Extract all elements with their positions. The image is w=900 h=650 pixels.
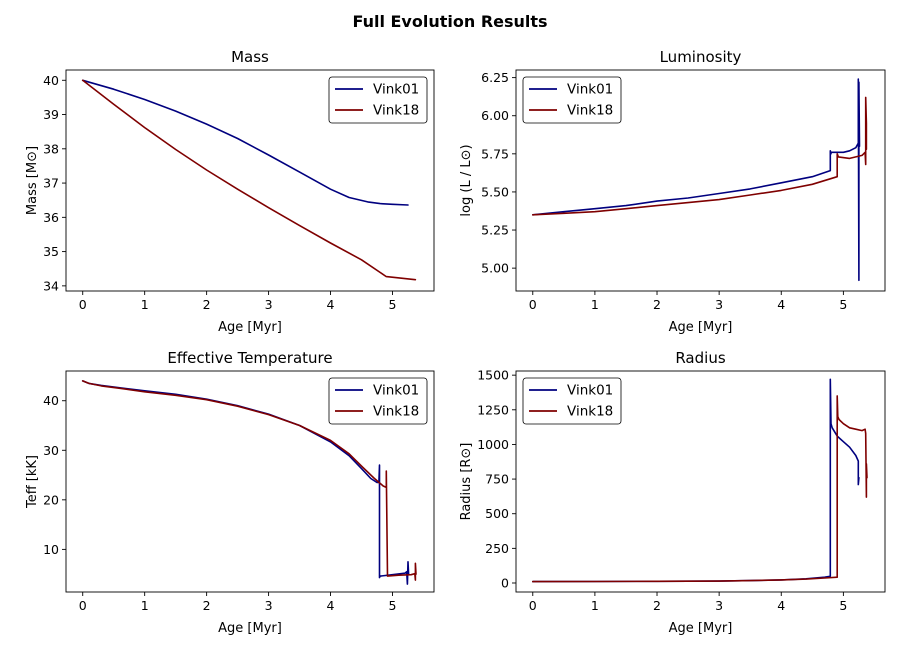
- x-tick-label: 0: [79, 297, 87, 312]
- x-tick-label: 4: [777, 297, 785, 312]
- x-axis-label: Age [Myr]: [669, 320, 733, 335]
- legend-label-vink18: Vink18: [567, 404, 613, 420]
- series-line-vink01: [531, 78, 861, 282]
- axes-frame: [65, 69, 435, 292]
- legend: Vink01 Vink18: [522, 377, 622, 425]
- axes-frame: [515, 69, 886, 292]
- plot-area: [531, 378, 868, 583]
- x-tick-label: 5: [839, 297, 847, 312]
- y-tick-label: 10: [43, 542, 59, 557]
- series-line-vink18: [81, 380, 417, 581]
- x-tick-label: 4: [327, 598, 335, 613]
- x-tick-label: 1: [141, 598, 149, 613]
- series-line-vink01: [81, 79, 409, 206]
- legend-label-vink18: Vink18: [567, 103, 613, 119]
- x-tick-label: 0: [79, 598, 87, 613]
- y-tick-label: 39: [43, 107, 59, 122]
- y-tick-label: 5.50: [481, 184, 509, 199]
- panel-title: Radius: [675, 349, 725, 367]
- x-tick-label: 2: [653, 297, 661, 312]
- x-tick-label: 3: [715, 297, 723, 312]
- y-tick-label: 750: [485, 472, 509, 487]
- legend-label-vink01: Vink01: [567, 82, 613, 98]
- y-axis-label: Teff [kK]: [25, 455, 40, 509]
- x-tick-label: 1: [591, 297, 599, 312]
- series-line-vink18: [81, 79, 417, 281]
- series-line-vink18: [531, 96, 868, 216]
- y-tick-label: 250: [485, 541, 509, 556]
- plot-area: [81, 380, 417, 585]
- x-axis-label: Age [Myr]: [669, 621, 733, 636]
- x-tick-label: 1: [591, 598, 599, 613]
- x-tick-label: 4: [327, 297, 335, 312]
- y-tick-label: 5.25: [481, 223, 509, 238]
- legend-label-vink18: Vink18: [373, 404, 419, 420]
- panel-title: Effective Temperature: [167, 349, 332, 367]
- x-axis-label: Age [Myr]: [218, 320, 282, 335]
- y-tick-label: 34: [43, 278, 59, 293]
- y-axis-label: log (L / L⊙): [459, 144, 474, 216]
- legend-label-vink18: Vink18: [373, 103, 419, 119]
- x-tick-label: 5: [389, 297, 397, 312]
- plot-area: [81, 79, 417, 281]
- panel-title: Luminosity: [660, 48, 742, 66]
- legend-label-vink01: Vink01: [373, 82, 419, 98]
- x-tick-label: 2: [203, 297, 211, 312]
- y-tick-label: 6.00: [481, 108, 509, 123]
- y-tick-label: 1250: [477, 402, 509, 417]
- legend: Vink01 Vink18: [328, 76, 428, 124]
- legend-label-vink01: Vink01: [567, 383, 613, 399]
- panel-radius: 0 1 2 3 4 5 0 250 500 750 1000 1250 1500 Radius Age [M…: [459, 349, 886, 636]
- legend-label-vink01: Vink01: [373, 383, 419, 399]
- x-tick-label: 4: [777, 598, 785, 613]
- x-tick-label: 3: [265, 297, 273, 312]
- y-tick-label: 500: [485, 506, 509, 521]
- x-tick-label: 3: [715, 598, 723, 613]
- y-tick-label: 40: [43, 393, 59, 408]
- x-tick-label: 5: [389, 598, 397, 613]
- x-tick-label: 5: [839, 598, 847, 613]
- y-axis-label: Radius [R⊙]: [459, 443, 474, 521]
- y-tick-label: 20: [43, 492, 59, 507]
- y-tick-label: 36: [43, 210, 59, 225]
- y-tick-label: 37: [43, 176, 59, 191]
- y-tick-label: 1000: [477, 437, 509, 452]
- panel-effective-temperature: 0 1 2 3 4 5 10 20 30 40 Effective Temperature Age […: [25, 349, 435, 636]
- y-tick-label: 40: [43, 73, 59, 88]
- y-axis-label: Mass [M⊙]: [25, 146, 40, 215]
- y-tick-label: 35: [43, 244, 59, 259]
- y-tick-label: 0: [501, 575, 509, 590]
- series-line-vink01: [81, 380, 410, 585]
- legend: Vink01 Vink18: [328, 377, 428, 425]
- y-tick-label: 5.00: [481, 261, 509, 276]
- x-tick-label: 0: [529, 297, 537, 312]
- panel-title: Mass: [231, 48, 269, 66]
- x-tick-label: 3: [265, 598, 273, 613]
- plot-area: [531, 78, 868, 282]
- axes-frame: [515, 370, 886, 593]
- x-tick-label: 1: [141, 297, 149, 312]
- x-tick-label: 2: [653, 598, 661, 613]
- y-tick-label: 30: [43, 443, 59, 458]
- series-line-vink18: [531, 395, 868, 583]
- x-axis-label: Age [Myr]: [218, 621, 282, 636]
- y-tick-label: 38: [43, 141, 59, 156]
- legend: Vink01 Vink18: [522, 76, 622, 124]
- axes-frame: [65, 370, 435, 593]
- y-tick-label: 6.25: [481, 70, 509, 85]
- panel-luminosity: 0 1 2 3 4 5 5.00 5.25 5.50 5.75 6.00 6.25 Luminosity…: [459, 48, 886, 335]
- x-tick-label: 0: [529, 598, 537, 613]
- x-tick-label: 2: [203, 598, 211, 613]
- y-tick-label: 1500: [477, 368, 509, 383]
- figure-title: Full Evolution Results: [352, 12, 547, 31]
- y-tick-label: 5.75: [481, 146, 509, 161]
